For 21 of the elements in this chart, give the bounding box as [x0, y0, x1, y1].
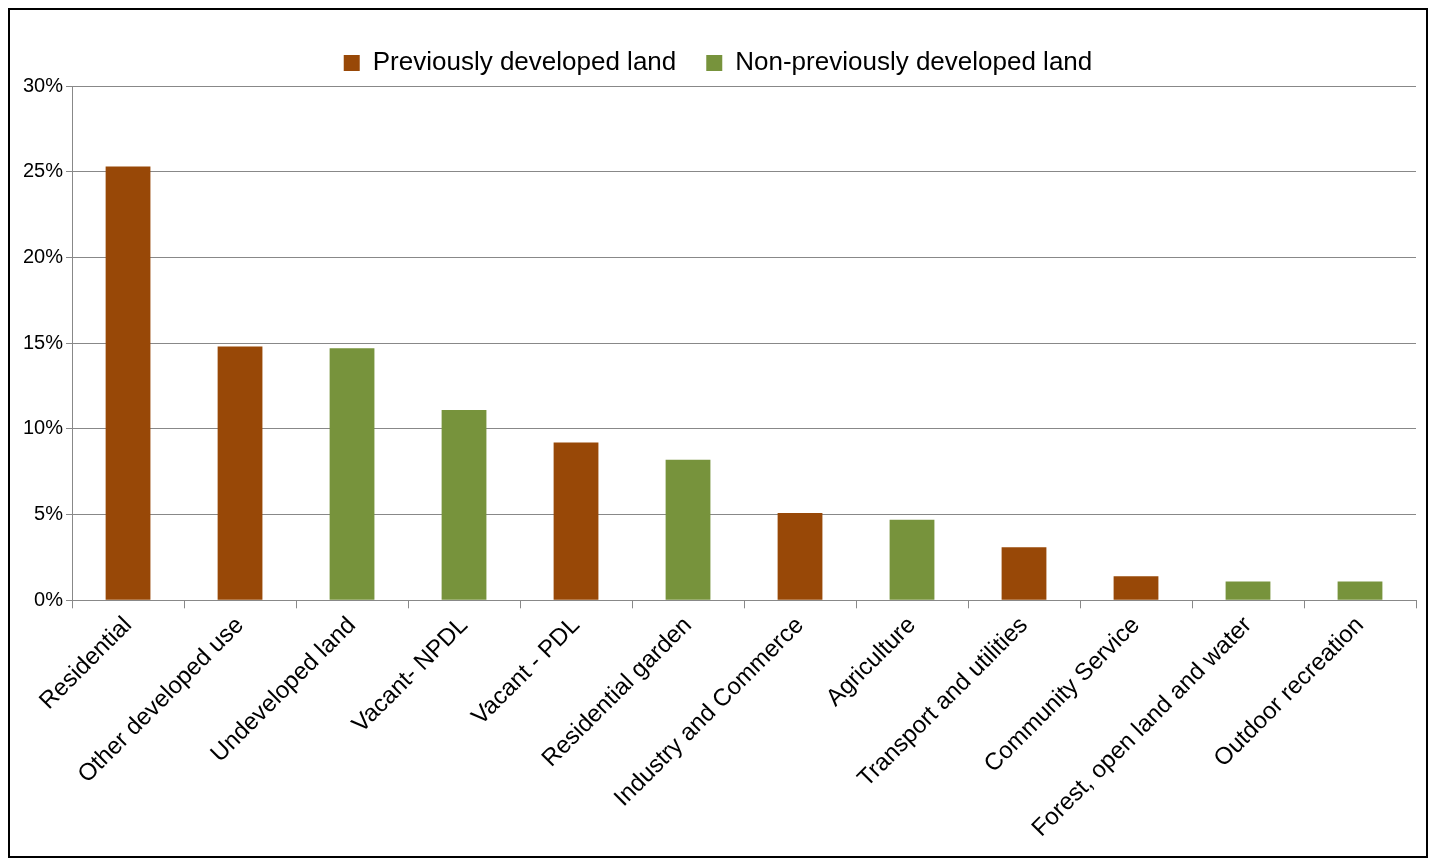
bar [329, 348, 375, 600]
y-tick-label: 30% [23, 73, 64, 96]
bar [1337, 581, 1383, 600]
bar [1001, 547, 1047, 600]
bar [441, 410, 487, 600]
y-tick-label: 15% [23, 330, 64, 353]
y-tick-label: 25% [23, 159, 64, 182]
bar [1225, 581, 1271, 600]
bar [105, 166, 151, 600]
legend-label: Non-previously developed land [735, 46, 1093, 77]
bar [777, 512, 823, 600]
bar [665, 459, 711, 600]
y-tick-label: 10% [23, 416, 64, 439]
bar [889, 519, 935, 600]
y-tick-label: 0% [34, 587, 64, 610]
legend-label: Previously developed land [372, 46, 677, 77]
bar [553, 442, 599, 600]
y-tick-label: 20% [23, 244, 64, 267]
bar [1113, 576, 1159, 600]
bar [217, 346, 263, 600]
y-tick-label: 5% [34, 502, 64, 525]
